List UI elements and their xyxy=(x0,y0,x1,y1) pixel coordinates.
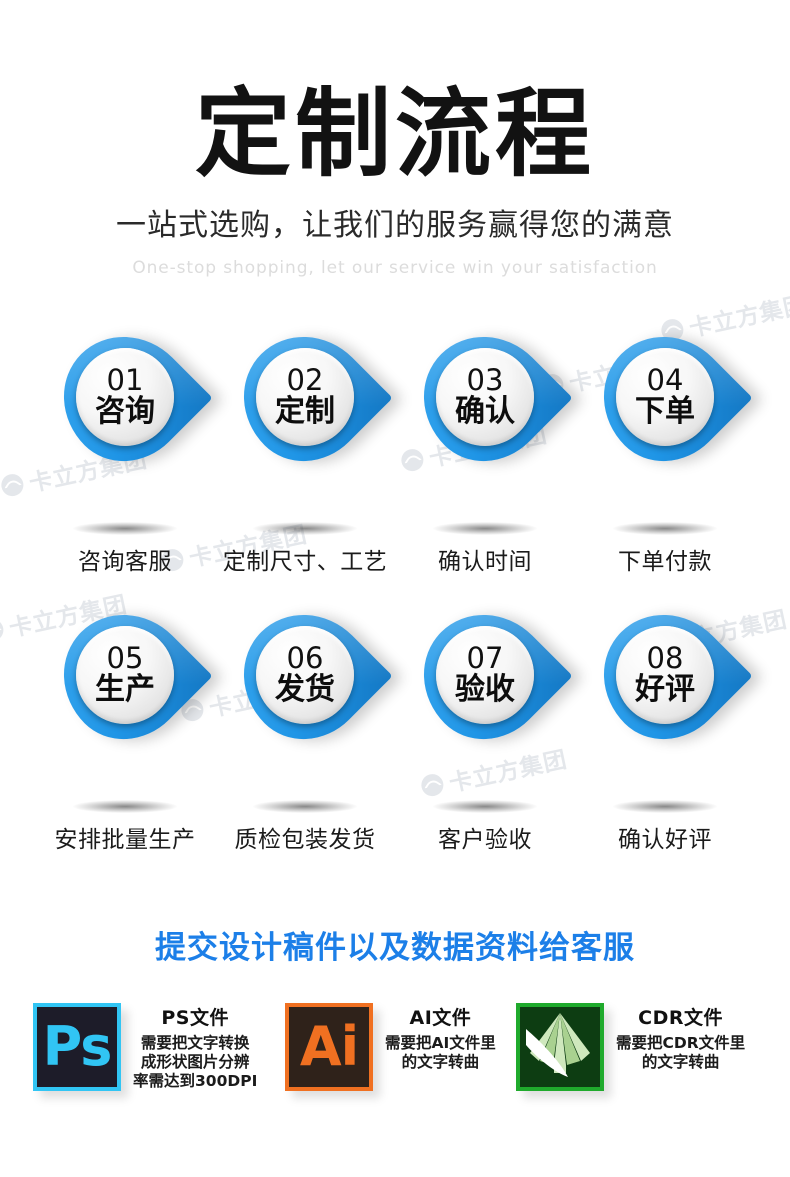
step-row-1: 01 咨询 咨询客服 02 定制 定制尺寸、工艺 03 确认 确认时间 xyxy=(0,310,790,598)
step-item-02[interactable]: 02 定制 定制尺寸、工艺 xyxy=(217,310,393,575)
page-title: 定制流程 xyxy=(195,78,595,190)
step-number: 01 xyxy=(106,363,144,398)
step-number: 07 xyxy=(466,641,504,676)
step-number: 04 xyxy=(646,363,684,398)
pin-ground-shadow xyxy=(253,800,357,813)
step-item-08[interactable]: 08 好评 确认好评 xyxy=(577,588,753,853)
watermark-text: 卡立方集团 xyxy=(686,291,790,343)
pin-disc: 05 生产 xyxy=(76,626,174,724)
step-item-03[interactable]: 03 确认 确认时间 xyxy=(397,310,573,575)
photoshop-icon: Ps xyxy=(33,1003,121,1091)
file-format-cdr[interactable]: CDR文件 需要把CDR文件里 的文字转曲 xyxy=(516,1003,745,1091)
map-pin-icon: 08 好评 xyxy=(577,588,753,784)
file-format-ai[interactable]: Ai AI文件 需要把AI文件里 的文字转曲 xyxy=(285,1003,496,1091)
file-format-desc: 需要把CDR文件里 的文字转曲 xyxy=(616,1033,746,1071)
pin-ground-shadow xyxy=(253,522,357,535)
step-caption: 质检包装发货 xyxy=(234,827,376,853)
map-pin-icon: 02 定制 xyxy=(217,310,393,506)
coreldraw-icon xyxy=(516,1003,604,1091)
pin-disc: 07 验收 xyxy=(436,626,534,724)
file-format-title: AI文件 xyxy=(409,1007,472,1029)
step-word: 下单 xyxy=(635,394,695,430)
file-format-text: CDR文件 需要把CDR文件里 的文字转曲 xyxy=(604,1003,745,1072)
photoshop-icon-glyph: Ps xyxy=(42,1015,113,1078)
step-caption: 确认好评 xyxy=(618,827,712,853)
step-caption: 客户验收 xyxy=(438,827,532,853)
map-pin-icon: 07 验收 xyxy=(397,588,573,784)
step-number: 03 xyxy=(466,363,504,398)
step-word: 确认 xyxy=(455,394,515,430)
step-number: 08 xyxy=(646,641,684,676)
map-pin-icon: 06 发货 xyxy=(217,588,393,784)
map-pin-icon: 05 生产 xyxy=(37,588,213,784)
map-pin-icon: 04 下单 xyxy=(577,310,753,506)
map-pin-icon: 01 咨询 xyxy=(37,310,213,506)
file-format-text: PS文件 需要把文字转换 成形状图片分辨 率需达到300DPI xyxy=(121,1003,257,1090)
file-format-desc: 需要把文字转换 成形状图片分辨 率需达到300DPI xyxy=(133,1033,258,1090)
file-format-title: CDR文件 xyxy=(638,1007,724,1029)
file-format-row: Ps PS文件 需要把文字转换 成形状图片分辨 率需达到300DPI Ai AI… xyxy=(0,1003,790,1118)
step-word: 生产 xyxy=(95,672,155,708)
pin-disc: 04 下单 xyxy=(616,348,714,446)
page-header: 定制流程 一站式选购，让我们的服务赢得您的满意 One-stop shoppin… xyxy=(0,0,790,278)
pin-disc: 01 咨询 xyxy=(76,348,174,446)
page-subtitle-cn: 一站式选购，让我们的服务赢得您的满意 xyxy=(116,207,674,243)
step-caption: 定制尺寸、工艺 xyxy=(222,549,388,575)
page-subtitle-en: One-stop shopping, let our service win y… xyxy=(132,257,658,278)
step-item-05[interactable]: 05 生产 安排批量生产 xyxy=(37,588,213,853)
pin-ground-shadow xyxy=(613,800,717,813)
pin-disc: 06 发货 xyxy=(256,626,354,724)
step-row-2: 05 生产 安排批量生产 06 发货 质检包装发货 07 验收 客户验收 xyxy=(0,588,790,876)
step-item-04[interactable]: 04 下单 下单付款 xyxy=(577,310,753,575)
step-caption: 确认时间 xyxy=(438,549,532,575)
step-word: 发货 xyxy=(275,672,335,708)
file-format-desc: 需要把AI文件里 的文字转曲 xyxy=(385,1033,496,1071)
pin-ground-shadow xyxy=(73,800,177,813)
illustrator-icon: Ai xyxy=(285,1003,373,1091)
pin-disc: 03 确认 xyxy=(436,348,534,446)
step-number: 02 xyxy=(286,363,324,398)
file-format-text: AI文件 需要把AI文件里 的文字转曲 xyxy=(373,1003,496,1072)
step-item-06[interactable]: 06 发货 质检包装发货 xyxy=(217,588,393,853)
step-word: 验收 xyxy=(455,672,515,708)
step-number: 06 xyxy=(286,641,324,676)
pin-ground-shadow xyxy=(613,522,717,535)
map-pin-icon: 03 确认 xyxy=(397,310,573,506)
pin-ground-shadow xyxy=(433,522,537,535)
step-item-01[interactable]: 01 咨询 咨询客服 xyxy=(37,310,213,575)
pin-ground-shadow xyxy=(433,800,537,813)
step-number: 05 xyxy=(106,641,144,676)
step-caption: 下单付款 xyxy=(618,549,712,575)
step-word: 定制 xyxy=(275,394,335,430)
file-format-title: PS文件 xyxy=(161,1007,229,1029)
pin-disc: 08 好评 xyxy=(616,626,714,724)
step-caption: 咨询客服 xyxy=(78,549,172,575)
step-word: 咨询 xyxy=(95,394,155,430)
file-format-ps[interactable]: Ps PS文件 需要把文字转换 成形状图片分辨 率需达到300DPI xyxy=(33,1003,257,1091)
submit-section-heading: 提交设计稿件以及数据资料给客服 xyxy=(155,930,635,966)
illustrator-icon-glyph: Ai xyxy=(299,1015,359,1078)
pin-disc: 02 定制 xyxy=(256,348,354,446)
coreldraw-balloon-glyph xyxy=(526,1013,590,1077)
pin-ground-shadow xyxy=(73,522,177,535)
step-caption: 安排批量生产 xyxy=(54,827,196,853)
step-word: 好评 xyxy=(635,672,695,708)
step-item-07[interactable]: 07 验收 客户验收 xyxy=(397,588,573,853)
